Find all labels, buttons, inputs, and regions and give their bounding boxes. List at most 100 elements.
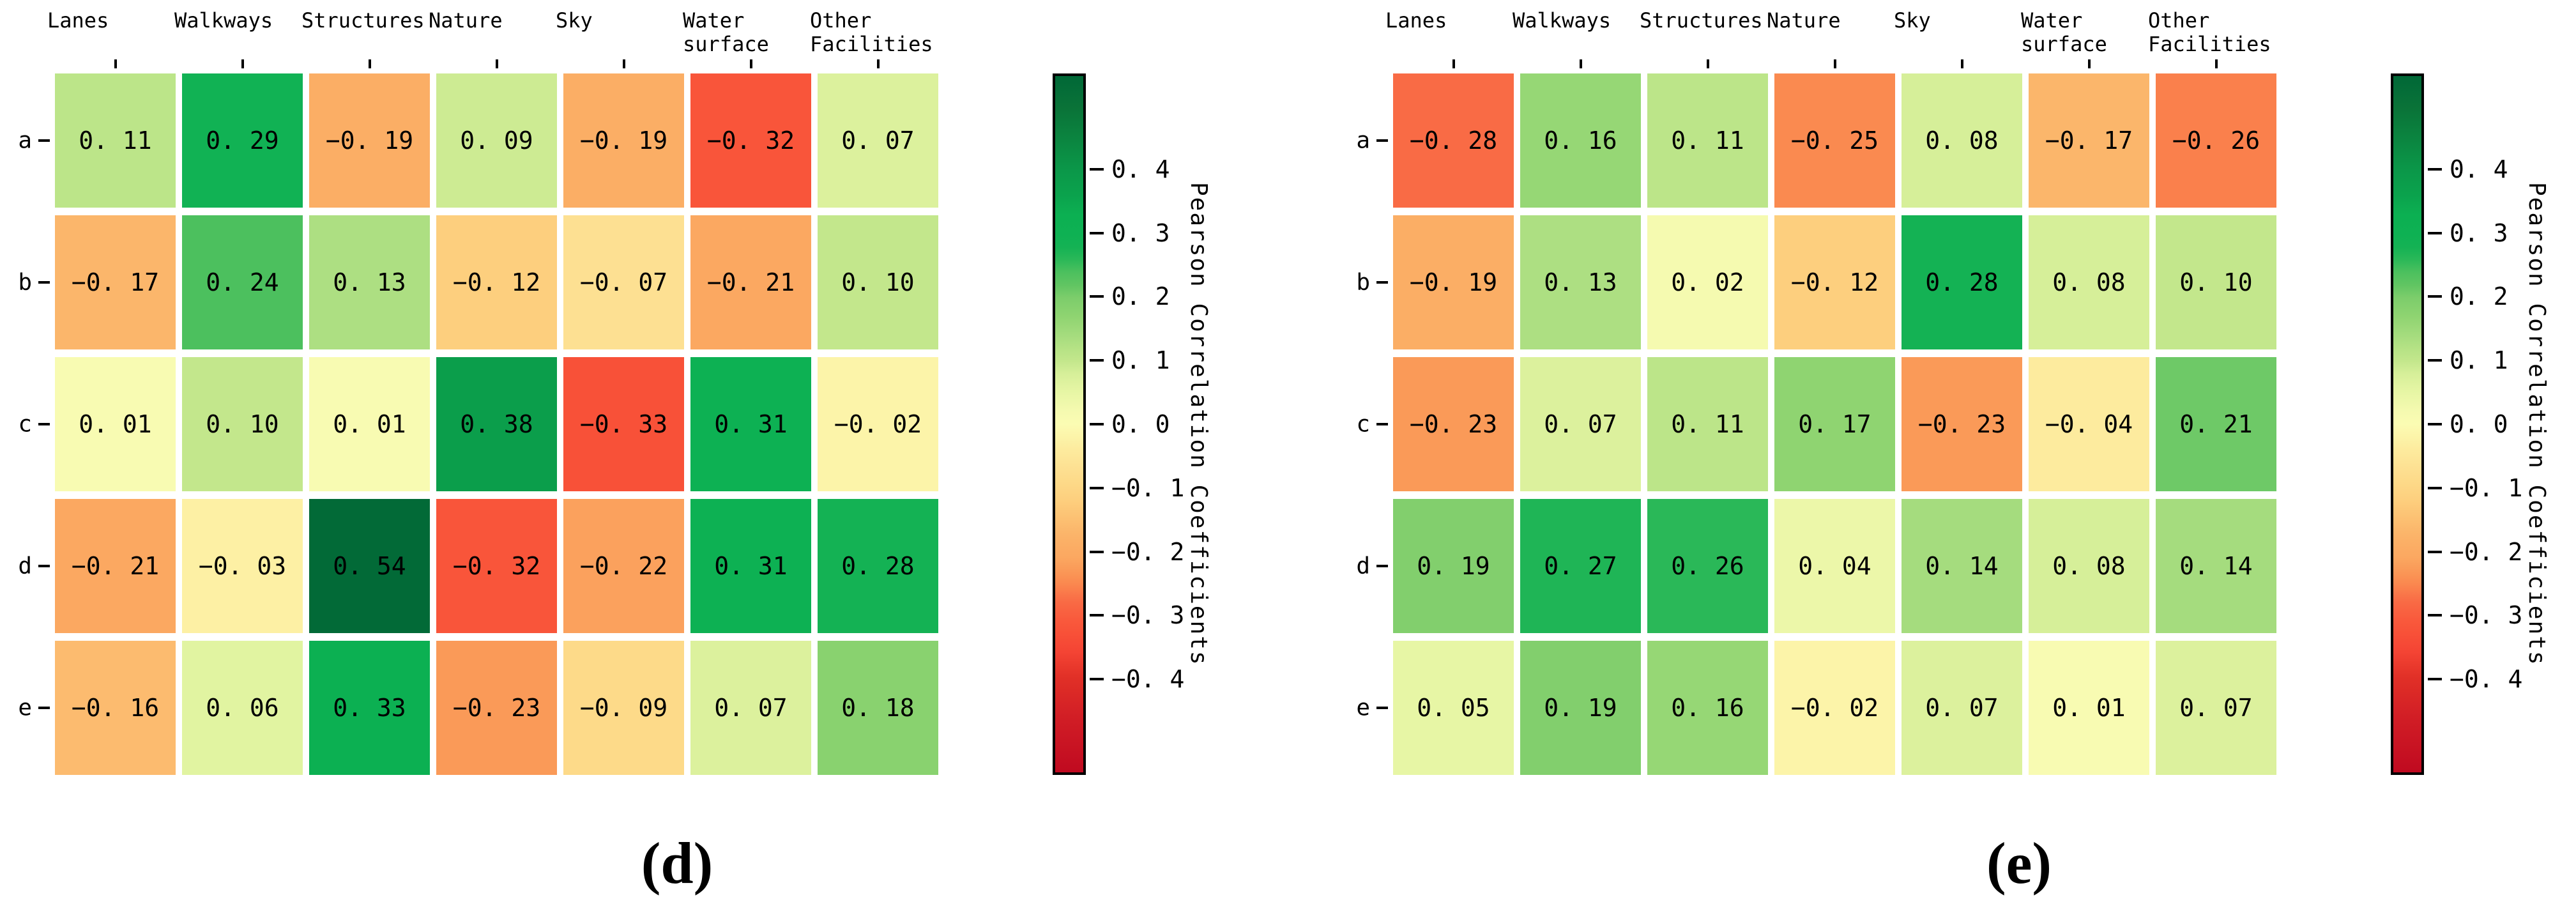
heatmap-cell-c-1: 0. 01 — [55, 357, 176, 491]
heatmap-cell-b-4: −0. 12 — [436, 215, 557, 349]
y-axis-label-e: e — [1356, 694, 1370, 721]
x-axis-label-nature: Nature — [1767, 8, 1841, 33]
heatmap-cell-d-2: −0. 03 — [182, 499, 303, 633]
x-axis-tick — [1579, 59, 1582, 68]
y-axis-label-a: a — [1356, 127, 1370, 154]
heatmap-grid: 0. 11 0. 29 −0. 19 0. 09 −0. 19 −0. 32 0. 07 −0… — [55, 73, 938, 775]
x-axis-tick — [114, 59, 117, 68]
colorbar-title: Pearson Correlation Coefficients — [1185, 182, 1212, 666]
heatmap-cell-b-3: 0. 13 — [309, 215, 430, 349]
y-axis-label-d: d — [18, 553, 32, 579]
heatmap-cell-e-3: 0. 16 — [1647, 641, 1768, 775]
heatmap-cell-a-3: 0. 11 — [1647, 73, 1768, 208]
y-axis-label-e: e — [18, 694, 32, 721]
heatmap-cell-e-1: 0. 05 — [1393, 641, 1514, 775]
heatmap-cell-c-7: −0. 02 — [818, 357, 938, 491]
x-axis-tick — [368, 59, 371, 68]
heatmap-cell-d-4: −0. 32 — [436, 499, 557, 633]
heatmap-cell-b-6: −0. 21 — [690, 215, 811, 349]
x-axis-label-lanes: Lanes — [47, 8, 109, 33]
colorbar-tick — [2428, 295, 2442, 298]
heatmap-cell-c-5: −0. 33 — [563, 357, 684, 491]
colorbar-tick-label: −0. 3 — [2450, 601, 2523, 630]
heatmap-cell-a-3: −0. 19 — [309, 73, 430, 208]
x-axis-label-other-facilities: Other Facilities — [810, 8, 933, 56]
heatmap-cell-e-1: −0. 16 — [55, 641, 176, 775]
colorbar-tick-label: 0. 4 — [1111, 155, 1170, 183]
heatmap-cell-e-2: 0. 06 — [182, 641, 303, 775]
x-axis-tick — [622, 59, 625, 68]
heatmap-cell-a-6: −0. 32 — [690, 73, 811, 208]
colorbar-title: Pearson Correlation Coefficients — [2524, 182, 2550, 666]
colorbar — [1053, 73, 1086, 775]
colorbar-tick — [1090, 550, 1104, 553]
heatmap-cell-b-2: 0. 13 — [1520, 215, 1641, 349]
heatmap-cell-e-5: −0. 09 — [563, 641, 684, 775]
x-axis-tick — [1452, 59, 1455, 68]
heatmap-cell-d-6: 0. 08 — [2029, 499, 2149, 633]
colorbar-tick-label: −0. 2 — [1111, 537, 1185, 566]
y-axis-label-a: a — [18, 127, 32, 154]
heatmap-cell-c-2: 0. 10 — [182, 357, 303, 491]
x-axis-label-nature: Nature — [429, 8, 503, 33]
x-axis-label-walkways: Walkways — [1513, 8, 1612, 33]
x-axis-label-structures: Structures — [1640, 8, 1763, 33]
heatmap-cell-a-4: 0. 09 — [436, 73, 557, 208]
x-axis-label-lanes: Lanes — [1385, 8, 1447, 33]
colorbar-tick-label: 0. 0 — [2450, 410, 2508, 438]
colorbar-tick — [1090, 678, 1104, 681]
y-axis-tick — [1376, 281, 1388, 284]
colorbar-tick — [1090, 231, 1104, 234]
heatmap-cell-c-1: −0. 23 — [1393, 357, 1514, 491]
heatmap-cell-b-2: 0. 24 — [182, 215, 303, 349]
colorbar-tick — [2428, 486, 2442, 489]
heatmap-cell-c-3: 0. 01 — [309, 357, 430, 491]
heatmap-cell-c-4: 0. 17 — [1774, 357, 1895, 491]
heatmap-cell-a-1: −0. 28 — [1393, 73, 1514, 208]
x-axis-tick — [1960, 59, 1963, 68]
heatmap-cell-c-6: 0. 31 — [690, 357, 811, 491]
y-axis-tick — [1376, 139, 1388, 142]
heatmap-cell-b-7: 0. 10 — [2156, 215, 2276, 349]
colorbar — [2391, 73, 2424, 775]
colorbar-tick — [2428, 614, 2442, 617]
colorbar-tick — [2428, 359, 2442, 362]
colorbar-tick-label: 0. 2 — [2450, 282, 2508, 311]
colorbar-tick — [2428, 678, 2442, 681]
heatmap-cell-a-1: 0. 11 — [55, 73, 176, 208]
heatmap-cell-e-7: 0. 18 — [818, 641, 938, 775]
x-axis-tick — [876, 59, 880, 68]
y-axis-tick — [1376, 565, 1388, 567]
heatmap-cell-e-4: −0. 02 — [1774, 641, 1895, 775]
x-axis-tick — [495, 59, 498, 68]
heatmap-cell-a-5: −0. 19 — [563, 73, 684, 208]
x-axis-tick — [2087, 59, 2091, 68]
x-axis-label-sky: Sky — [1894, 8, 1931, 33]
colorbar-tick-label: −0. 1 — [2450, 473, 2523, 502]
colorbar-tick — [1090, 359, 1104, 362]
heatmap-panel-e: Lanes Walkways Structures Nature Sky Water su… — [1338, 0, 2576, 805]
heatmap-cell-d-5: −0. 22 — [563, 499, 684, 633]
heatmap-cell-e-3: 0. 33 — [309, 641, 430, 775]
heatmap-cell-d-3: 0. 54 — [309, 499, 430, 633]
heatmap-cell-d-4: 0. 04 — [1774, 499, 1895, 633]
y-axis-label-c: c — [1356, 411, 1370, 438]
y-axis-tick — [38, 281, 50, 284]
colorbar-tick-label: −0. 4 — [1111, 665, 1185, 694]
heatmap-cell-b-5: −0. 07 — [563, 215, 684, 349]
colorbar-tick — [1090, 614, 1104, 617]
heatmap-cell-c-6: −0. 04 — [2029, 357, 2149, 491]
heatmap-cell-b-1: −0. 19 — [1393, 215, 1514, 349]
x-axis-tick — [241, 59, 244, 68]
colorbar-tick — [2428, 423, 2442, 425]
heatmap-cell-b-4: −0. 12 — [1774, 215, 1895, 349]
colorbar-tick-label: −0. 1 — [1111, 473, 1185, 502]
heatmap-cell-c-4: 0. 38 — [436, 357, 557, 491]
heatmap-grid: −0. 28 0. 16 0. 11 −0. 25 0. 08 −0. 17 −0. 26−… — [1393, 73, 2276, 775]
heatmap-cell-d-6: 0. 31 — [690, 499, 811, 633]
heatmap-cell-e-7: 0. 07 — [2156, 641, 2276, 775]
heatmap-cell-d-7: 0. 28 — [818, 499, 938, 633]
heatmap-cell-e-6: 0. 07 — [690, 641, 811, 775]
heatmap-cell-d-7: 0. 14 — [2156, 499, 2276, 633]
